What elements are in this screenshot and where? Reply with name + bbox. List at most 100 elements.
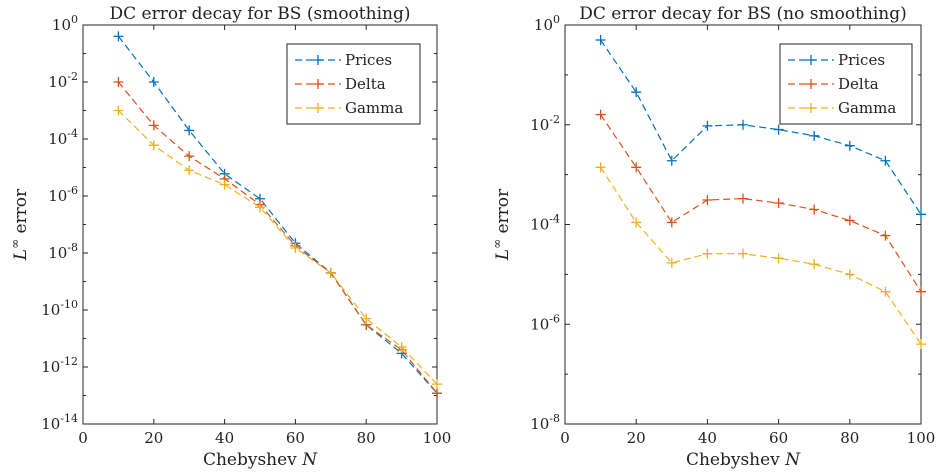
data-point bbox=[113, 31, 124, 42]
y-tick-label: 10-6 bbox=[530, 312, 560, 333]
data-point bbox=[595, 35, 606, 46]
legend-marker bbox=[806, 103, 816, 113]
y-tick-exponent: -8 bbox=[67, 241, 78, 254]
data-point bbox=[631, 217, 642, 228]
data-point bbox=[113, 105, 124, 116]
y-tick-label: 10-8 bbox=[530, 412, 560, 433]
y-tick-exponent: -4 bbox=[67, 127, 78, 140]
data-point bbox=[113, 77, 124, 87]
x-axis-label: Chebyshev N bbox=[686, 450, 801, 470]
y-tick-label: 10-12 bbox=[41, 355, 78, 376]
series-line bbox=[117, 81, 438, 394]
chart-1: DC error decay for BS (smoothing) 0 20 40 60… bbox=[8, 4, 451, 470]
x-tick-label: 40 bbox=[215, 429, 234, 447]
x-tick-label: 80 bbox=[357, 429, 376, 447]
y-tick-label: 10-8 bbox=[48, 241, 78, 262]
legend-item: Prices bbox=[788, 51, 885, 69]
legend-label: Delta bbox=[345, 75, 386, 93]
y-tick-label: 10-6 bbox=[48, 184, 78, 205]
data-point bbox=[880, 155, 891, 166]
x-tick-label: 20 bbox=[144, 429, 163, 447]
series-line bbox=[117, 35, 438, 394]
data-point bbox=[631, 162, 642, 173]
y-tick-exponent: -2 bbox=[67, 70, 78, 83]
data-point bbox=[290, 242, 301, 253]
y-tick-label: 10-4 bbox=[530, 213, 560, 234]
legend-label: Prices bbox=[345, 51, 392, 69]
legend-marker bbox=[806, 79, 816, 89]
y-tick-label: 100 bbox=[534, 13, 560, 34]
data-point bbox=[702, 248, 713, 259]
data-point bbox=[595, 162, 606, 173]
y-axis-label: L∞ error bbox=[8, 188, 31, 261]
data-point bbox=[432, 388, 442, 399]
data-point bbox=[148, 140, 159, 151]
legend-item: Prices bbox=[295, 51, 392, 69]
series-line bbox=[600, 166, 922, 345]
data-point bbox=[184, 151, 195, 162]
data-point bbox=[809, 130, 820, 141]
y-tick-exponent: -2 bbox=[549, 113, 560, 126]
data-point bbox=[844, 215, 855, 226]
data-point bbox=[148, 77, 159, 87]
data-point bbox=[702, 194, 713, 205]
x-tick-label: 80 bbox=[840, 429, 859, 447]
data-point bbox=[809, 259, 820, 270]
y-tick-label: 10-2 bbox=[530, 113, 560, 134]
x-axis-label: Chebyshev N bbox=[203, 450, 318, 470]
legend: Prices Delta Gamma bbox=[286, 43, 421, 125]
legend-marker bbox=[313, 103, 323, 113]
legend-marker bbox=[313, 55, 323, 65]
y-tick-exponent: -14 bbox=[60, 412, 78, 425]
data-point bbox=[738, 119, 748, 130]
x-tick-label: 100 bbox=[907, 429, 936, 447]
data-point bbox=[666, 217, 677, 228]
legend: Prices Delta Gamma bbox=[779, 43, 913, 125]
x-tick-label: 60 bbox=[769, 429, 788, 447]
data-point bbox=[702, 120, 713, 131]
y-tick-label: 10-10 bbox=[41, 298, 78, 319]
legend-label: Delta bbox=[838, 75, 879, 93]
y-tick-exponent: -10 bbox=[60, 298, 78, 311]
legend-item: Delta bbox=[788, 75, 879, 93]
y-tick-exponent: 0 bbox=[71, 13, 78, 26]
chart-title: DC error decay for BS (smoothing) bbox=[110, 4, 411, 24]
x-tick-label: 0 bbox=[78, 429, 88, 447]
legend-marker bbox=[313, 79, 323, 89]
data-point bbox=[809, 204, 820, 215]
data-point bbox=[666, 155, 677, 166]
data-point bbox=[631, 87, 642, 98]
legend-marker bbox=[806, 55, 816, 65]
data-point bbox=[396, 342, 407, 353]
data-point bbox=[844, 140, 855, 151]
x-tick-label: 20 bbox=[627, 429, 646, 447]
legend-label: Prices bbox=[838, 51, 885, 69]
data-point bbox=[148, 120, 159, 131]
y-tick-exponent: -4 bbox=[549, 213, 560, 226]
series-gamma bbox=[595, 162, 926, 350]
data-point bbox=[916, 339, 926, 350]
y-tick-exponent: -8 bbox=[549, 412, 560, 425]
data-point bbox=[844, 269, 855, 280]
y-tick-label: 10-4 bbox=[48, 127, 78, 148]
data-point bbox=[432, 379, 442, 390]
data-point bbox=[361, 313, 372, 324]
data-point bbox=[666, 257, 677, 268]
x-tick-label: 100 bbox=[423, 429, 452, 447]
y-tick-exponent: -6 bbox=[67, 184, 78, 197]
y-tick-label: 10-2 bbox=[48, 70, 78, 91]
data-point bbox=[325, 267, 336, 278]
data-point bbox=[184, 165, 195, 176]
series-line bbox=[600, 114, 922, 293]
data-point bbox=[773, 253, 784, 264]
series-line bbox=[117, 110, 438, 385]
y-tick-exponent: -12 bbox=[60, 355, 78, 368]
y-tick-exponent: 0 bbox=[553, 13, 560, 26]
x-tick-label: 40 bbox=[698, 429, 717, 447]
series-delta bbox=[595, 109, 926, 297]
legend-item: Gamma bbox=[295, 99, 403, 117]
data-point bbox=[219, 179, 230, 190]
data-point bbox=[916, 209, 926, 220]
